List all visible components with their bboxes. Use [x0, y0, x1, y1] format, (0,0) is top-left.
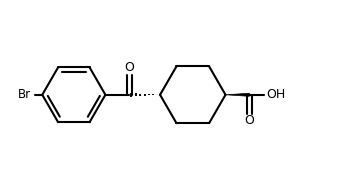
Text: Br: Br: [18, 88, 32, 101]
Text: O: O: [124, 61, 134, 74]
Text: O: O: [245, 114, 254, 127]
Text: OH: OH: [266, 88, 286, 101]
Polygon shape: [226, 93, 249, 96]
